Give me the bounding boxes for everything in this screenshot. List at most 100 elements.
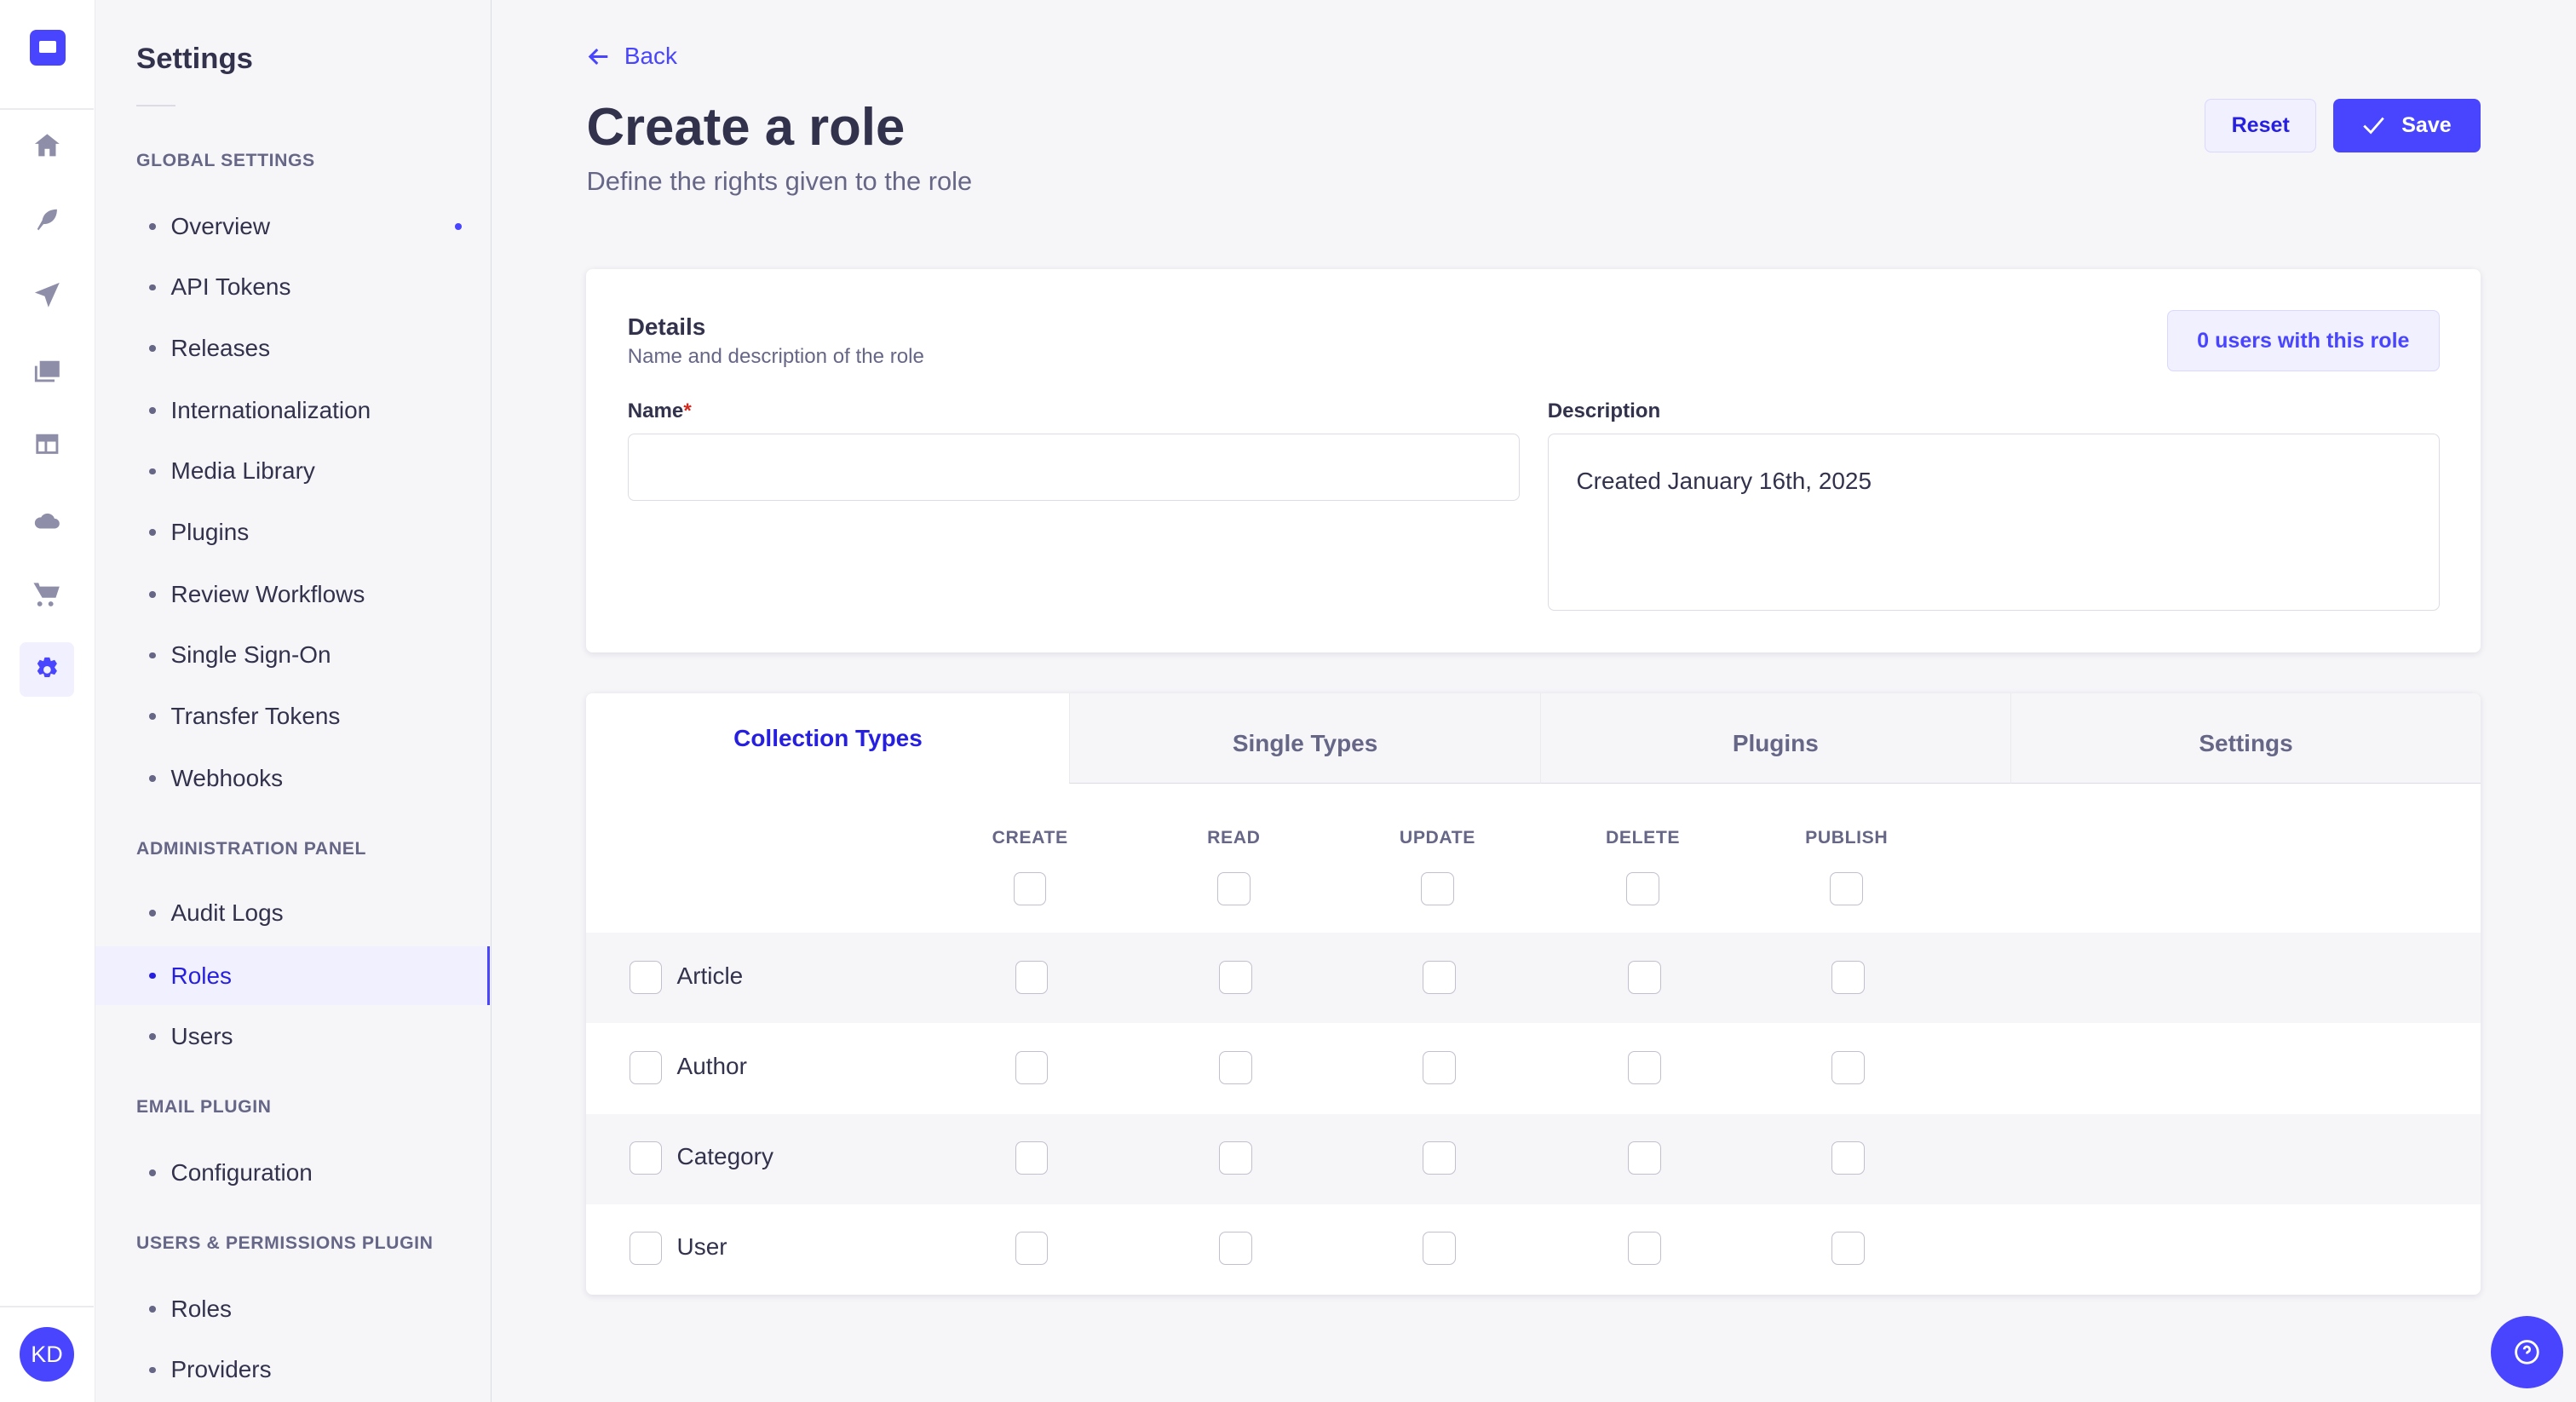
column-header-read: READ <box>1207 827 1261 848</box>
read-checkbox[interactable] <box>1218 961 1252 994</box>
tab-single-types[interactable]: Single Types <box>1069 692 1540 784</box>
images-icon[interactable] <box>20 343 74 398</box>
name-input[interactable] <box>627 434 1520 502</box>
item-label: Releases <box>170 334 271 361</box>
create-checkbox[interactable] <box>1015 961 1049 994</box>
sidebar-item-api-tokens[interactable]: API Tokens <box>95 258 490 317</box>
description-textarea[interactable]: Created January 16th, 2025 <box>1547 434 2440 612</box>
feather-icon[interactable] <box>20 192 74 247</box>
publish-checkbox[interactable] <box>1831 1232 1865 1265</box>
sidebar-item-internationalization[interactable]: Internationalization <box>95 381 490 440</box>
tab-settings[interactable]: Settings <box>2010 692 2481 784</box>
arrow-left-icon <box>589 48 608 65</box>
table-row: Category <box>586 1113 2481 1204</box>
row-select-checkbox[interactable] <box>629 961 663 994</box>
item-label: Users <box>170 1022 233 1049</box>
home-icon[interactable] <box>20 118 74 173</box>
cloud-icon[interactable] <box>20 493 74 548</box>
tab-plugins[interactable]: Plugins <box>1539 692 2010 784</box>
create-checkbox[interactable] <box>1015 1051 1049 1084</box>
sidebar-title: Settings <box>136 43 253 76</box>
layout-icon[interactable] <box>20 417 74 472</box>
question-icon <box>2514 1339 2539 1365</box>
delete-checkbox[interactable] <box>1628 1051 1661 1084</box>
select-all-delete-checkbox[interactable] <box>1626 872 1659 905</box>
table-row: Author <box>586 1023 2481 1113</box>
select-all-create-checkbox[interactable] <box>1013 872 1047 905</box>
item-label: Roles <box>170 1296 232 1323</box>
content-type-name: Article <box>676 962 744 990</box>
publish-checkbox[interactable] <box>1831 1141 1865 1175</box>
sidebar-item-roles[interactable]: Roles <box>95 945 490 1006</box>
item-label: Review Workflows <box>170 581 365 608</box>
row-select-checkbox[interactable] <box>629 1141 663 1175</box>
sidebar-item-providers[interactable]: Providers <box>95 1341 490 1399</box>
back-label: Back <box>624 43 677 70</box>
select-all-read-checkbox[interactable] <box>1217 872 1251 905</box>
strapi-logo[interactable] <box>29 29 66 66</box>
item-label: Audit Logs <box>170 899 284 927</box>
publish-checkbox[interactable] <box>1831 961 1865 994</box>
delete-checkbox[interactable] <box>1628 961 1661 994</box>
column-header-update: UPDATE <box>1399 827 1475 848</box>
content-type-name: Author <box>676 1053 747 1080</box>
sidebar-item-configuration[interactable]: Configuration <box>95 1143 490 1202</box>
save-button[interactable]: Save <box>2332 98 2481 153</box>
content-type-name: Category <box>676 1143 773 1170</box>
check-icon <box>2363 117 2384 135</box>
read-checkbox[interactable] <box>1218 1232 1252 1265</box>
update-checkbox[interactable] <box>1423 1141 1456 1175</box>
item-label: Plugins <box>170 518 250 545</box>
save-label: Save <box>2401 113 2452 138</box>
sidebar-item-up-roles[interactable]: Roles <box>95 1279 490 1338</box>
row-select-checkbox[interactable] <box>629 1232 663 1265</box>
delete-checkbox[interactable] <box>1628 1141 1661 1175</box>
update-checkbox[interactable] <box>1423 1051 1456 1084</box>
item-label: Internationalization <box>170 397 371 424</box>
read-checkbox[interactable] <box>1218 1141 1252 1175</box>
reset-button[interactable]: Reset <box>2205 98 2317 153</box>
update-checkbox[interactable] <box>1423 961 1456 994</box>
page-title: Create a role <box>586 97 906 157</box>
create-checkbox[interactable] <box>1015 1141 1049 1175</box>
read-checkbox[interactable] <box>1218 1051 1252 1084</box>
select-all-update-checkbox[interactable] <box>1421 872 1454 905</box>
update-checkbox[interactable] <box>1423 1232 1456 1265</box>
permissions-card: Collection Types Single Types Plugins Se… <box>586 692 2481 1295</box>
sidebar-item-releases[interactable]: Releases <box>95 319 490 377</box>
details-subtitle: Name and description of the role <box>627 344 924 368</box>
table-row: User <box>586 1204 2481 1295</box>
paper-plane-icon[interactable] <box>20 267 74 322</box>
sidebar-item-review-workflows[interactable]: Review Workflows <box>95 565 490 623</box>
create-checkbox[interactable] <box>1015 1232 1049 1265</box>
help-button[interactable] <box>2490 1315 2563 1388</box>
avatar[interactable]: KD <box>20 1327 74 1382</box>
sidebar-item-media-library[interactable]: Media Library <box>95 442 490 501</box>
tab-collection-types[interactable]: Collection Types <box>586 692 1070 784</box>
details-card: Details Name and description of the role… <box>586 269 2481 652</box>
cart-icon[interactable] <box>20 566 74 621</box>
users-with-role-button[interactable]: 0 users with this role <box>2166 310 2440 371</box>
sidebar-item-plugins[interactable]: Plugins <box>95 503 490 561</box>
item-label: Transfer Tokens <box>170 702 341 729</box>
column-header-publish: PUBLISH <box>1805 827 1889 848</box>
divider <box>0 1306 94 1308</box>
row-select-checkbox[interactable] <box>629 1051 663 1084</box>
details-title: Details <box>627 313 706 341</box>
gear-icon[interactable] <box>20 642 74 697</box>
description-label: Description <box>1547 399 1661 422</box>
page-subtitle: Define the rights given to the role <box>586 165 973 196</box>
back-link[interactable]: Back <box>586 43 677 70</box>
delete-checkbox[interactable] <box>1628 1232 1661 1265</box>
publish-checkbox[interactable] <box>1831 1051 1865 1084</box>
sidebar-item-overview[interactable]: Overview <box>95 197 490 256</box>
sidebar-item-sso[interactable]: Single Sign-On <box>95 626 490 685</box>
sidebar-item-webhooks[interactable]: Webhooks <box>95 749 490 807</box>
permission-tabs: Collection Types Single Types Plugins Se… <box>586 692 2481 784</box>
item-label: Providers <box>170 1356 272 1383</box>
sidebar-item-audit-logs[interactable]: Audit Logs <box>95 884 490 943</box>
select-all-publish-checkbox[interactable] <box>1830 872 1863 905</box>
sidebar-item-users[interactable]: Users <box>95 1007 490 1066</box>
description-value: Created January 16th, 2025 <box>1576 467 1872 494</box>
sidebar-item-transfer-tokens[interactable]: Transfer Tokens <box>95 687 490 745</box>
